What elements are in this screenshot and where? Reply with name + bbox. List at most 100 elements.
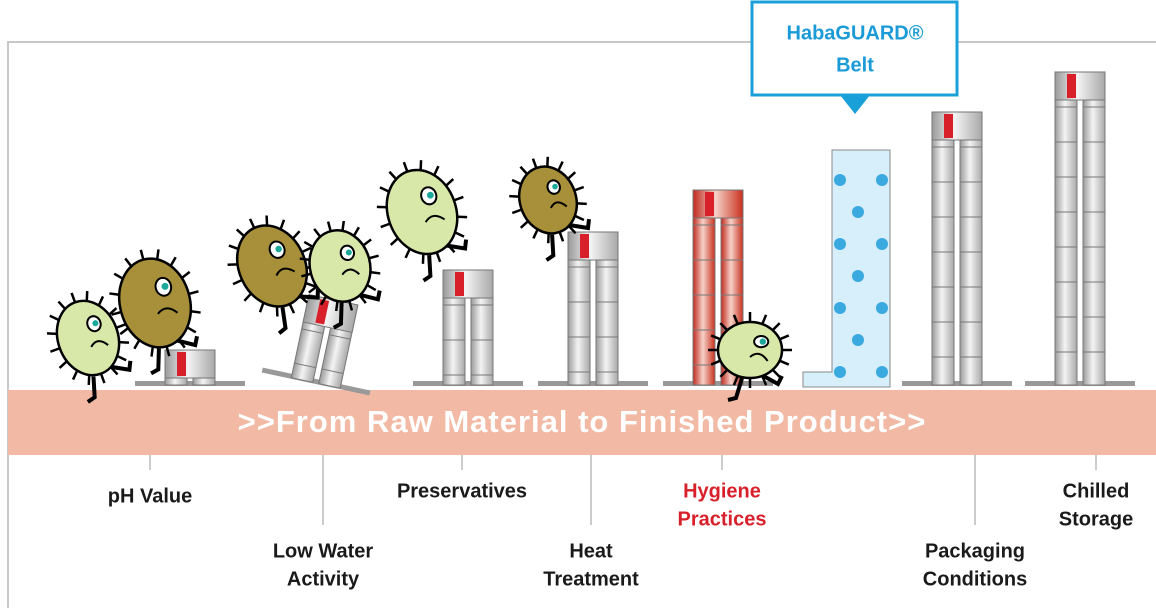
hurdle — [413, 270, 523, 386]
hurdle-mark — [705, 192, 714, 216]
spike — [454, 197, 463, 200]
spike — [577, 200, 587, 207]
spike — [780, 361, 789, 365]
spike — [773, 323, 780, 330]
belt — [803, 150, 890, 387]
spike — [381, 224, 390, 227]
label: Preservatives — [397, 480, 527, 502]
spike — [191, 309, 201, 315]
spike — [72, 293, 75, 302]
belt-dot — [834, 238, 846, 250]
label: Heat — [569, 540, 613, 562]
hurdle-top — [568, 232, 618, 260]
belt-dot — [876, 174, 888, 186]
belt-dot — [876, 366, 888, 378]
label: Storage — [1059, 508, 1133, 530]
body — [718, 322, 782, 378]
label: Chilled — [1063, 480, 1130, 502]
bacterium — [363, 147, 486, 288]
hurdle-mark — [177, 352, 186, 376]
label: Activity — [287, 568, 360, 590]
callout-line: HabaGUARD® — [787, 22, 924, 44]
hurdle-foot — [902, 381, 1012, 386]
label: Low Water — [273, 540, 374, 562]
spike — [369, 256, 379, 259]
spike — [263, 216, 270, 226]
hurdle-mark — [580, 234, 589, 258]
hurdle-column — [1083, 72, 1105, 385]
spike — [328, 222, 331, 232]
spike — [273, 307, 280, 317]
hurdle-mark — [455, 272, 464, 296]
belt-dot — [852, 334, 864, 346]
spike — [47, 330, 57, 337]
hurdle-foot — [538, 381, 648, 386]
hurdle-foot — [1025, 381, 1135, 386]
bacteria — [34, 146, 792, 408]
spike — [189, 291, 199, 294]
callout-pointer — [840, 95, 870, 114]
label: Packaging — [925, 540, 1025, 562]
spike — [509, 193, 519, 200]
label: Conditions — [923, 568, 1027, 590]
hurdle-column — [932, 112, 954, 385]
belt-dot — [834, 366, 846, 378]
belt-dot — [876, 302, 888, 314]
hurdle — [902, 112, 1012, 386]
hurdle-foot — [663, 381, 773, 386]
frame — [8, 42, 752, 608]
hurdle-mark — [1067, 74, 1076, 98]
hurdle-top — [165, 350, 215, 378]
body — [510, 158, 586, 241]
spike — [109, 291, 119, 297]
spike — [512, 210, 521, 213]
spike — [574, 187, 583, 190]
label: pH Value — [108, 485, 192, 507]
hurdle-column — [693, 190, 715, 385]
spike — [116, 324, 125, 327]
hurdle-mark — [944, 114, 953, 138]
hurdle — [1025, 72, 1135, 386]
belt-dot — [876, 238, 888, 250]
labels: pH Value Low Water Activity Preservatives He… — [108, 455, 1133, 590]
hurdle-foot — [413, 381, 523, 386]
pupil — [760, 338, 766, 344]
hurdle-top — [932, 112, 982, 140]
diagram: >>From Raw Material to Finished Product>… — [0, 0, 1156, 608]
spike — [290, 304, 294, 313]
callout: HabaGUARD® Belt — [752, 2, 957, 114]
callout-line: Belt — [836, 54, 874, 76]
spike — [233, 280, 242, 284]
spike — [533, 159, 536, 168]
spike — [302, 248, 311, 252]
label: Practices — [678, 508, 767, 530]
spike — [457, 214, 467, 221]
hurdle-column — [1055, 72, 1077, 385]
belt-dot — [852, 206, 864, 218]
spike — [762, 315, 766, 324]
spike — [780, 335, 789, 339]
label: Treatment — [543, 568, 639, 590]
hurdle-top — [1055, 72, 1105, 100]
spike — [404, 162, 407, 171]
callout-box — [752, 2, 957, 95]
body — [47, 292, 129, 384]
hurdle-column — [960, 112, 982, 385]
spike — [560, 232, 563, 241]
hurdle-top — [443, 270, 493, 298]
spike — [141, 250, 144, 260]
spike — [773, 370, 780, 377]
spike — [437, 252, 440, 261]
label: Hygiene — [683, 480, 761, 502]
band-text: >>From Raw Material to Finished Product>… — [238, 404, 927, 439]
belt-dot — [834, 174, 846, 186]
belt-dot — [834, 302, 846, 314]
spike — [377, 204, 387, 211]
spike — [370, 270, 380, 276]
body — [110, 250, 201, 355]
belt-dot — [852, 270, 864, 282]
spike — [119, 339, 129, 346]
spike — [250, 219, 254, 228]
spike — [101, 374, 104, 383]
spike — [50, 348, 59, 351]
